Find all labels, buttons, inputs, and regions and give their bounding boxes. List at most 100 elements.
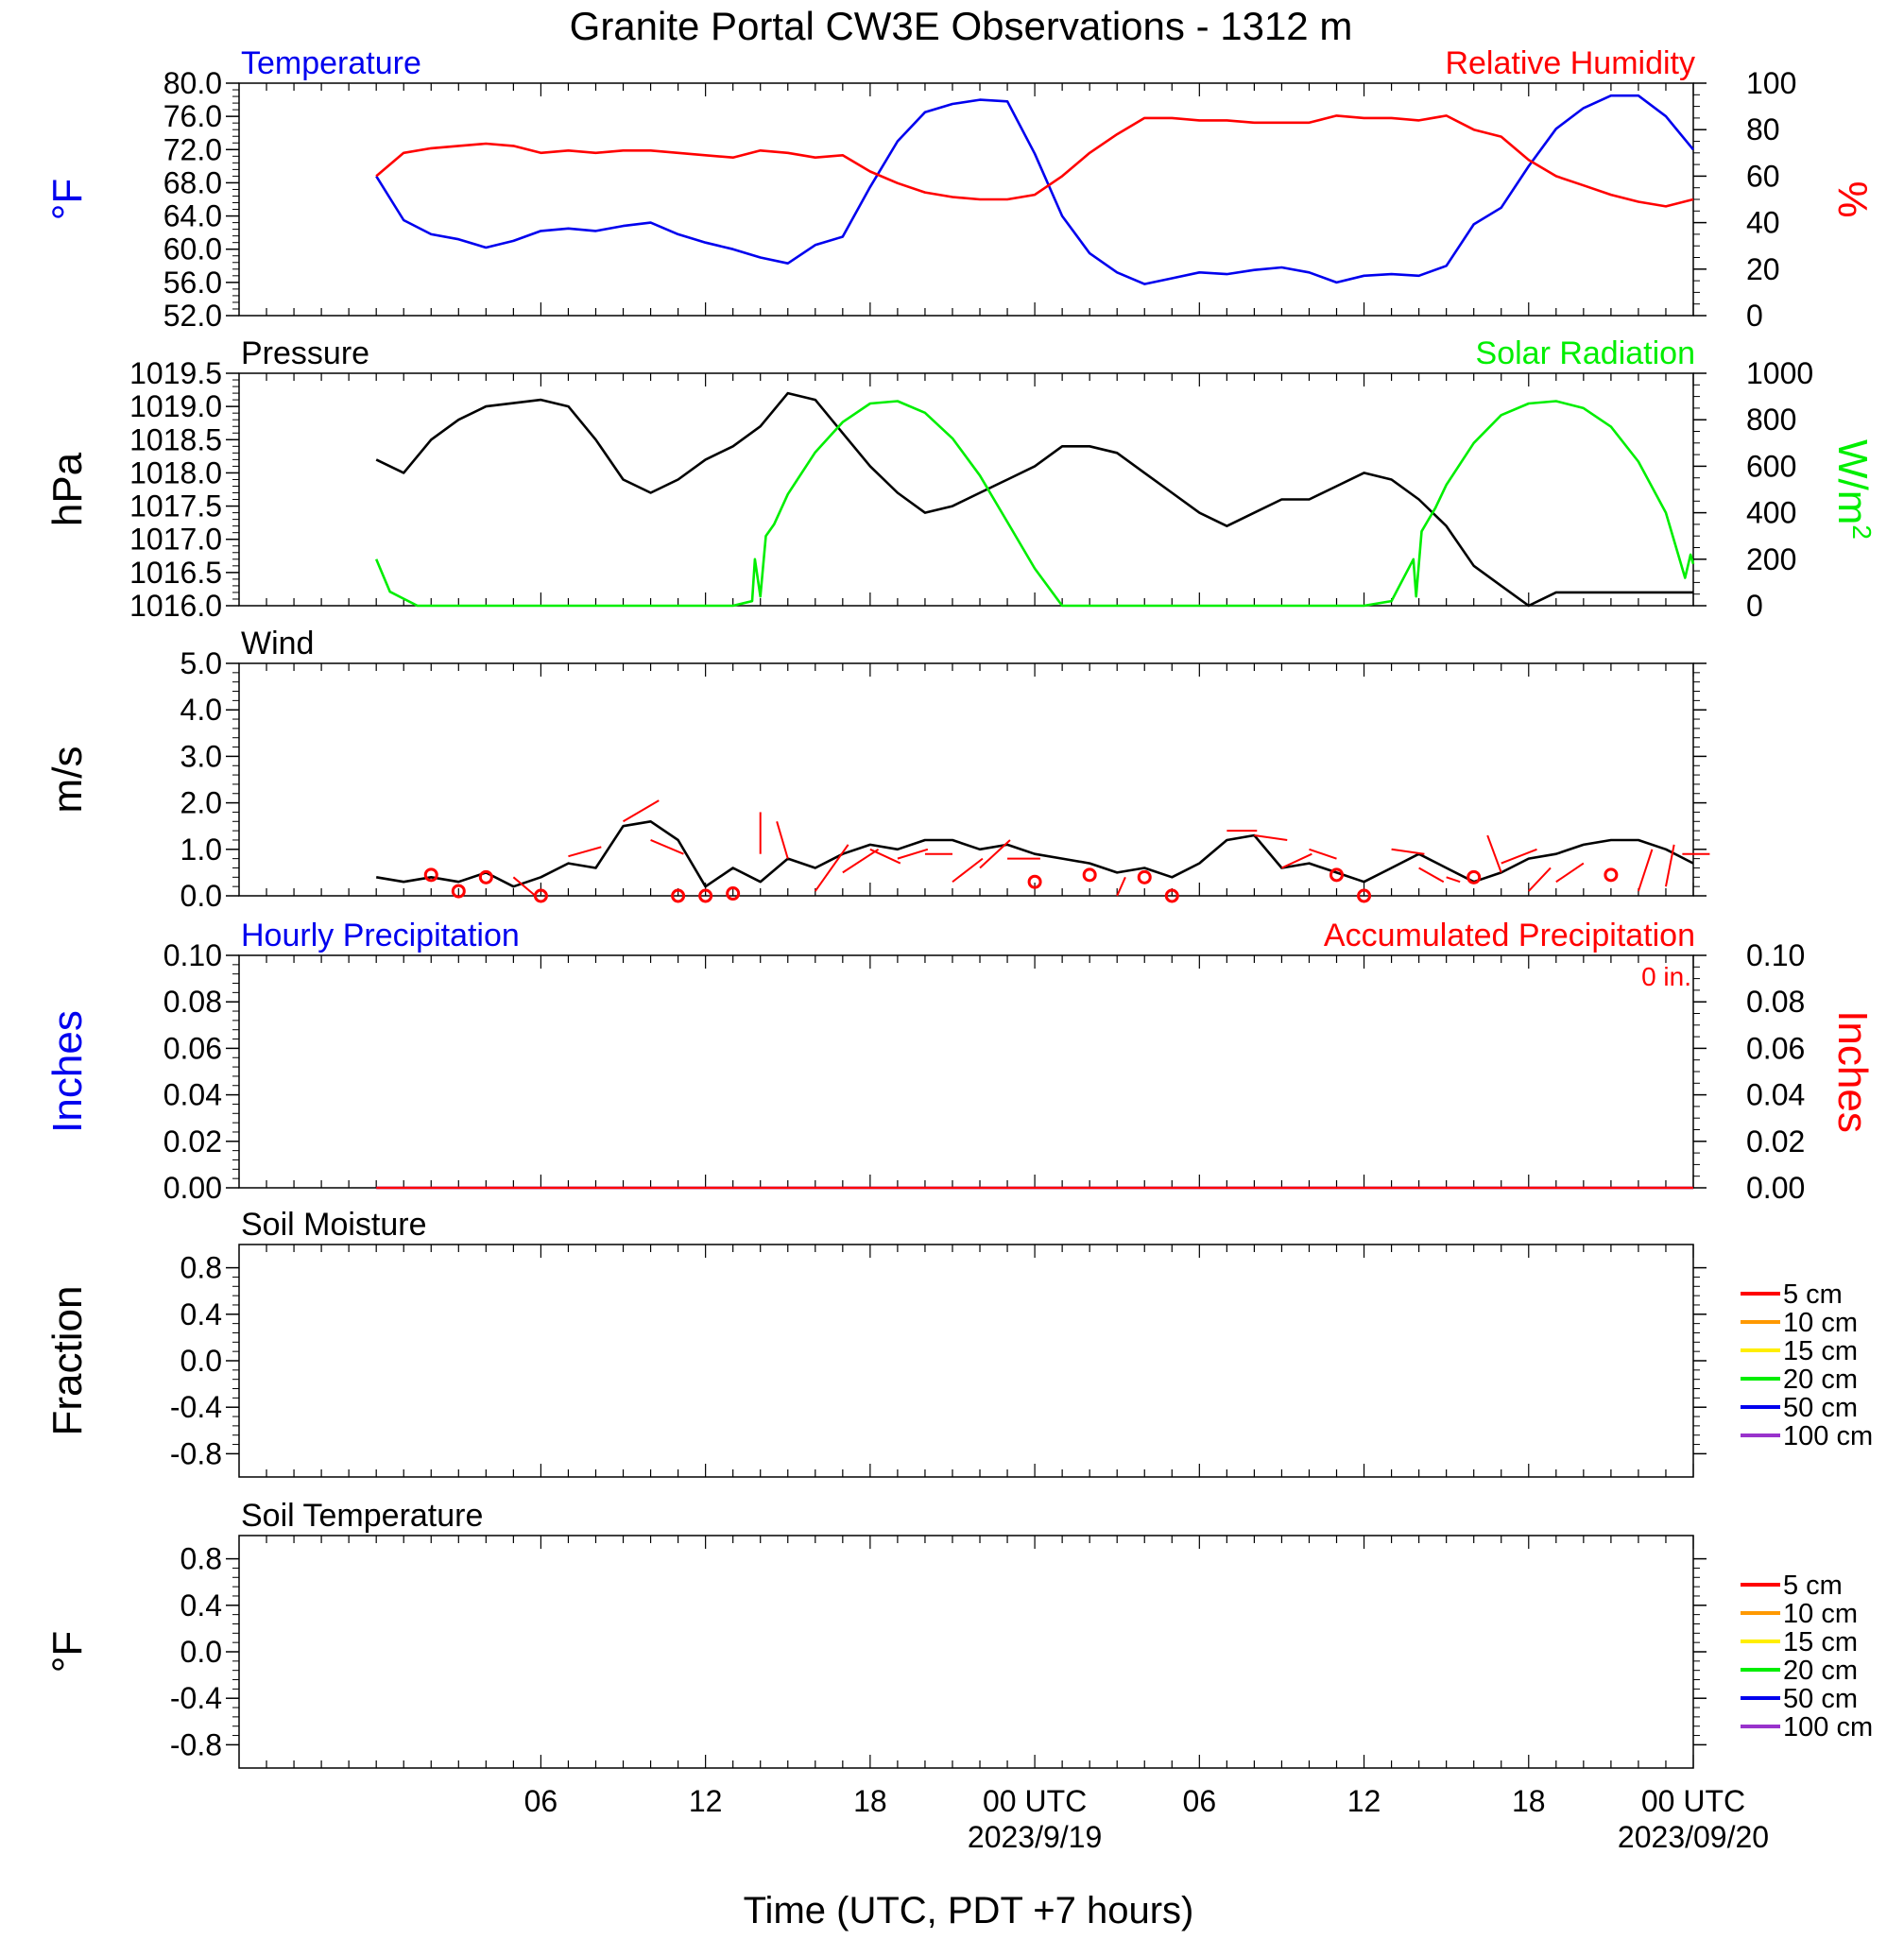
wind-barb (1281, 852, 1312, 869)
y-tick-label-right: 0.04 (1746, 1078, 1805, 1112)
x-tick-date-label: 2023/9/19 (968, 1820, 1102, 1854)
legend-label: 50 cm (1783, 1393, 1858, 1423)
y-tick-label: -0.4 (170, 1681, 222, 1715)
wind-barb-calm (1027, 874, 1042, 889)
wind-barb (952, 857, 984, 884)
wind-barb (776, 820, 789, 859)
wind-barb-calm (1329, 867, 1345, 883)
y-axis-unit: °F (44, 1631, 91, 1673)
y-tick-label: 52.0 (163, 299, 222, 333)
wind-barb (1637, 849, 1654, 892)
y-tick-label: 0.0 (180, 1344, 222, 1378)
wind-barb (1486, 834, 1502, 873)
wind-barb (1446, 876, 1461, 884)
y-tick-label: 0.8 (180, 1542, 222, 1576)
panel-label: Hourly Precipitation (241, 918, 520, 953)
y-tick-label: 1018.5 (129, 422, 222, 456)
y-tick-label: 0.06 (163, 1031, 222, 1065)
wind-barb (1418, 867, 1445, 884)
y-tick-label: 1018.0 (129, 455, 222, 489)
wind-barb (512, 876, 537, 897)
x-tick-label: 06 (1183, 1784, 1217, 1818)
accum-annotation: 0 in. (1641, 962, 1691, 991)
y-axis-unit: Fraction (44, 1286, 91, 1436)
wind-barb (1116, 876, 1126, 897)
wind-barb (814, 844, 849, 892)
wind-barb (897, 848, 929, 860)
x-tick-label: 18 (853, 1784, 887, 1818)
y-tick-label-right: 100 (1746, 66, 1796, 100)
wind-barb-calm (1137, 869, 1152, 884)
legend-label: 20 cm (1783, 1656, 1858, 1686)
y-axis-unit: Inches (44, 1010, 91, 1133)
y-tick-label: -0.4 (170, 1390, 222, 1424)
y-tick-label: 64.0 (163, 199, 222, 233)
y-tick-label: 1016.0 (129, 589, 222, 623)
x-tick-date-label: 2023/09/20 (1618, 1820, 1769, 1854)
panels: 52.056.060.064.068.072.076.080.0 0 20 40 60 8… (44, 45, 1878, 1854)
wind-barb (979, 839, 1011, 869)
series-temperature (375, 94, 1695, 285)
wind-barb-calm (451, 884, 466, 899)
plot-frame (238, 954, 1694, 1189)
y-tick-label: 4.0 (180, 693, 222, 727)
series-pressure (375, 391, 1693, 608)
wind-barb (1664, 844, 1675, 887)
panel-label: Pressure (241, 335, 369, 371)
wind-barb-calm (726, 886, 741, 901)
y-tick-label: 60.0 (163, 232, 222, 266)
series-relative-humidity (375, 114, 1694, 208)
x-tick-label: 06 (524, 1784, 558, 1818)
y-tick-label: 0.08 (163, 985, 222, 1019)
figure-title: Granite Portal CW3E Observations - 1312 … (570, 4, 1353, 48)
y-tick-label-right: 0 (1746, 589, 1763, 623)
y-tick-label-right: 80 (1746, 112, 1780, 146)
wind-barb-calm (1164, 888, 1179, 903)
y-tick-label: 0.0 (180, 1635, 222, 1669)
panel-wind: 0.0 1.0 2.0 3.0 4.0 5.0 Wind m/s (44, 626, 1710, 913)
plot-frame (238, 1535, 1694, 1769)
panel-label: Temperature (241, 45, 421, 81)
x-tick-label: 00 UTC (983, 1784, 1087, 1818)
y-tick-label: 1017.0 (129, 523, 222, 557)
panel-pressure_solar: 1016.01016.51017.01017.51018.01018.51019… (44, 335, 1878, 623)
y-tick-label: 68.0 (163, 165, 222, 199)
y-tick-label: 0.4 (180, 1588, 222, 1622)
panel-label: Soil Moisture (241, 1207, 427, 1243)
y-tick-label-right: 40 (1746, 206, 1780, 240)
wind-barb-calm (1357, 888, 1372, 903)
y-tick-label-right: 0 (1746, 299, 1763, 333)
y-tick-label-right: 0.00 (1746, 1171, 1805, 1205)
y-tick-label: -0.8 (170, 1727, 222, 1761)
wind-barb-calm (671, 888, 686, 903)
y-tick-label: 1016.5 (129, 556, 222, 590)
wind-barb (1501, 848, 1537, 865)
y-tick-label: 0.04 (163, 1078, 222, 1112)
wind-barb (1555, 862, 1585, 884)
y-tick-label: 0.02 (163, 1125, 222, 1159)
y-tick-label-right: 400 (1746, 496, 1796, 530)
y-tick-label: 1019.5 (129, 356, 222, 390)
y-tick-label-right: 600 (1746, 449, 1796, 483)
legend-label: 50 cm (1783, 1684, 1858, 1714)
y-tick-label-right: 0.08 (1746, 985, 1805, 1019)
y-tick-label: 2.0 (180, 786, 222, 820)
panel-soil_moisture: -0.8 -0.4 0.0 0.4 0.8 Soil Moisture Fraction 5 … (44, 1207, 1873, 1478)
panel-label: Wind (241, 626, 314, 661)
panel-label-right: Solar Radiation (1476, 335, 1695, 371)
y-axis-unit: m/s (44, 747, 91, 814)
x-tick-label: 12 (1347, 1784, 1381, 1818)
wind-barb-calm (1082, 867, 1097, 883)
wind-barb (869, 848, 901, 865)
wind-barb (650, 839, 684, 855)
wind-barb-calm (1467, 869, 1482, 884)
y-axis-unit-right: W/m2 (1829, 439, 1878, 540)
y-tick-label-right: 0.10 (1746, 938, 1805, 972)
y-tick-label: 0.00 (163, 1171, 222, 1205)
y-tick-label: 5.0 (180, 646, 222, 680)
panel-label: Soil Temperature (241, 1498, 483, 1534)
y-tick-label: 3.0 (180, 739, 222, 773)
panel-label-right: Relative Humidity (1445, 45, 1695, 81)
wind-barb (842, 848, 880, 874)
